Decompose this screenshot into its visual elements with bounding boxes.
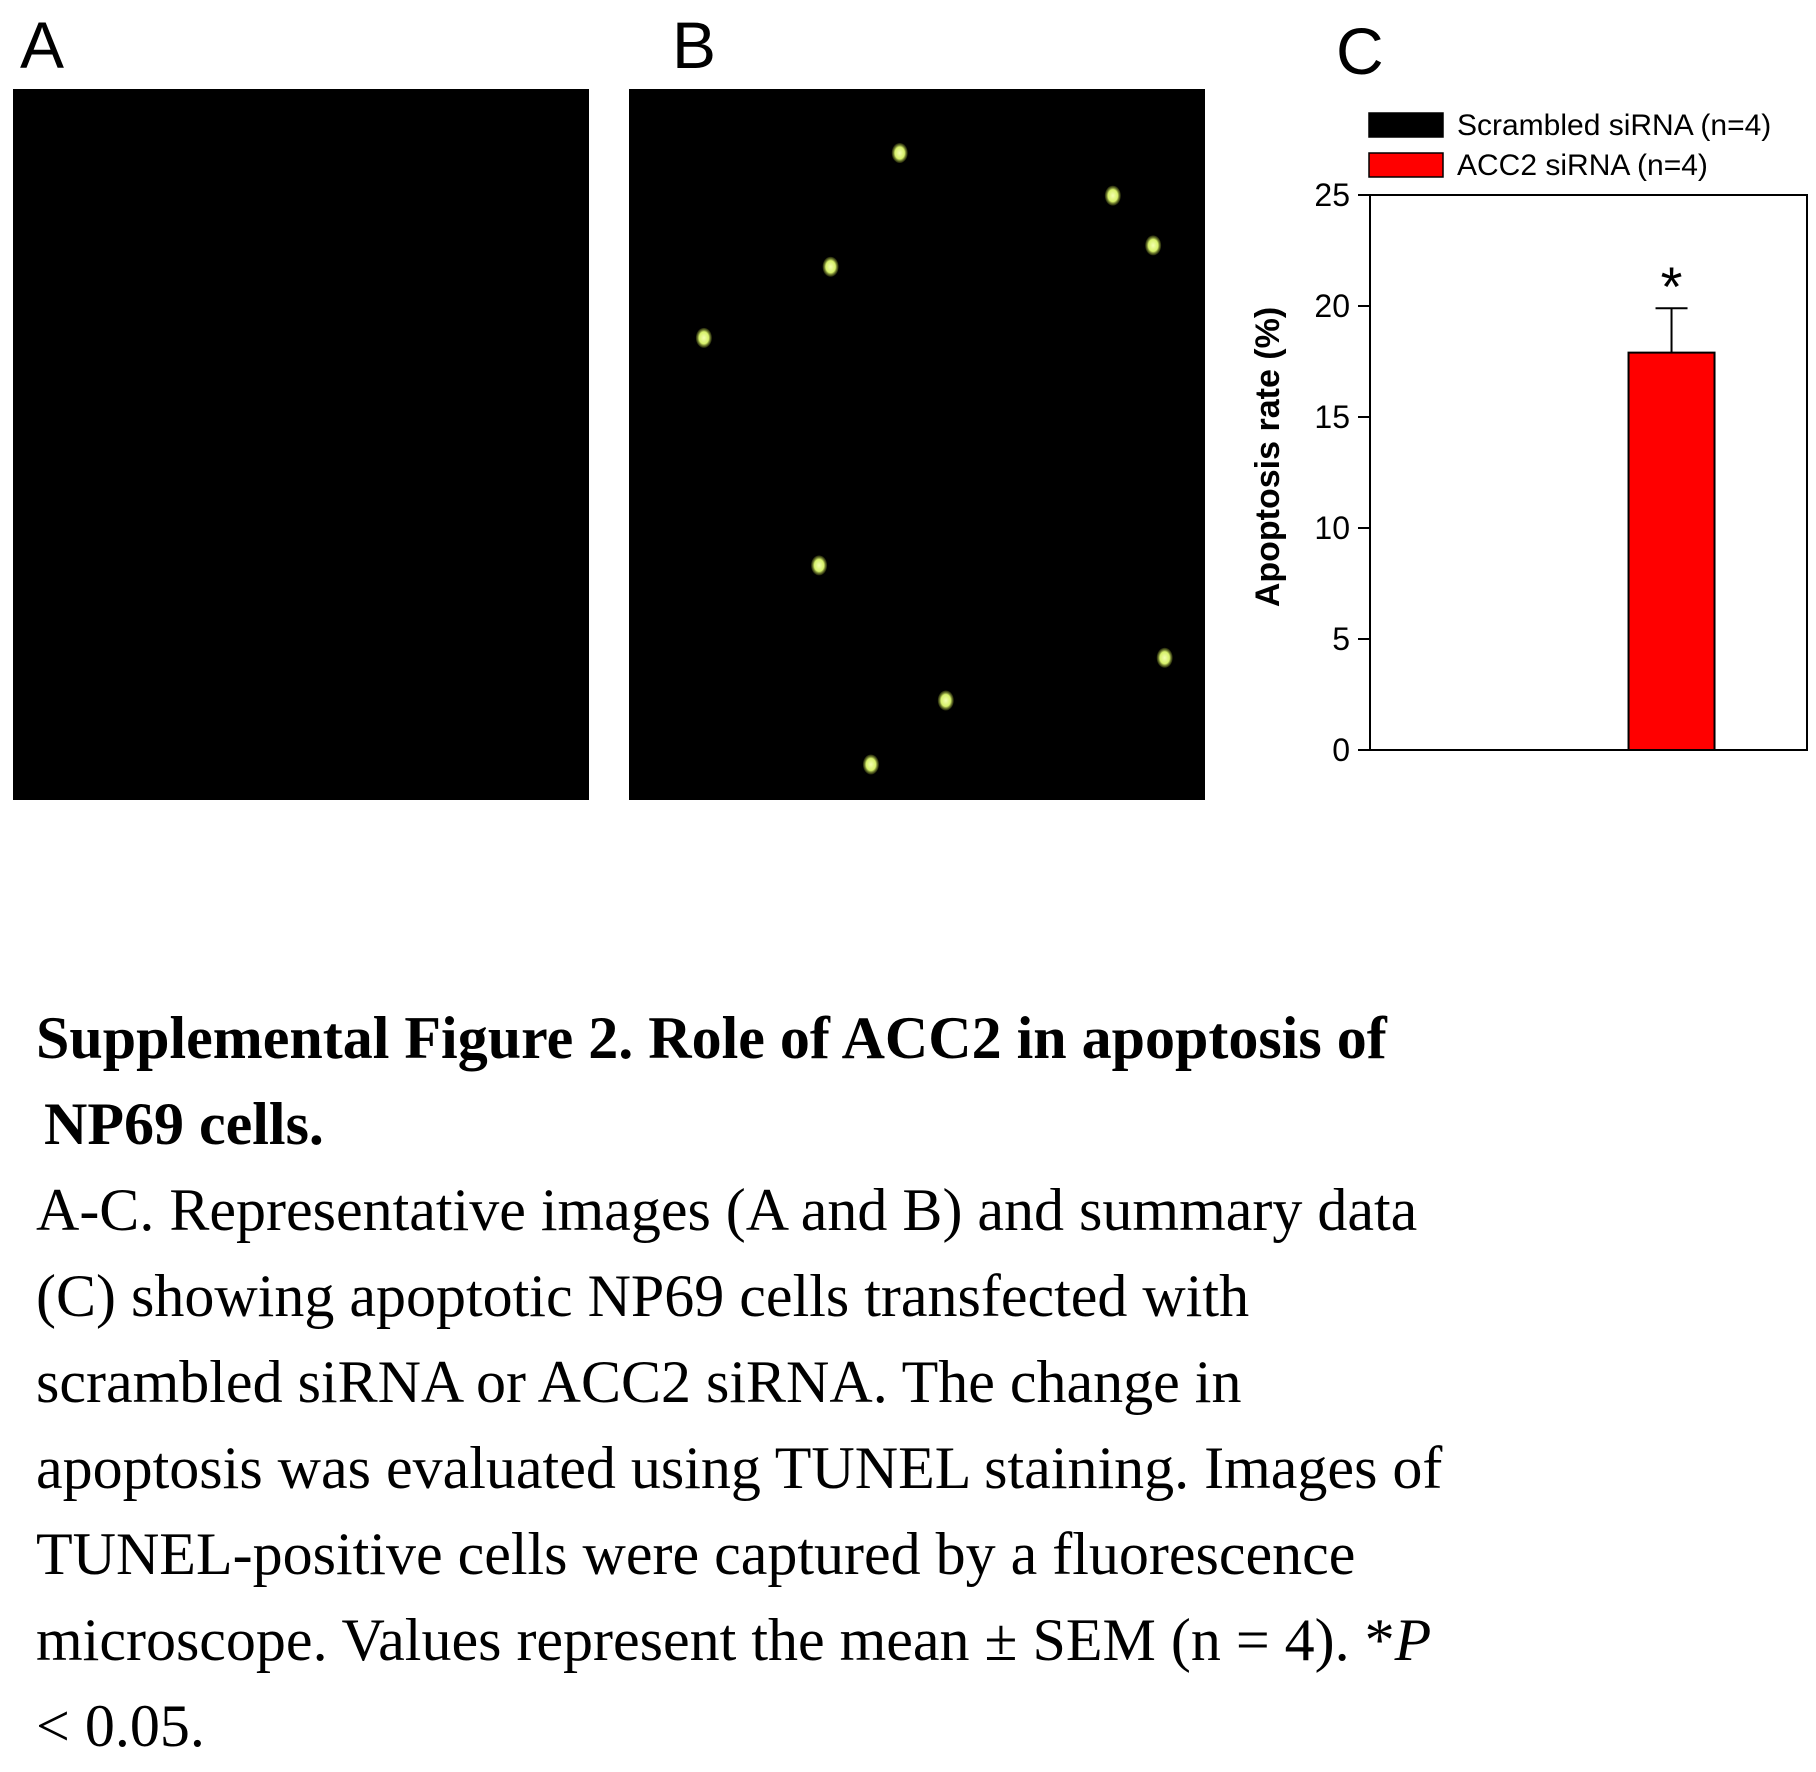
figure-caption: Supplemental Figure 2. Role of ACC2 in a… <box>36 995 1796 1769</box>
tunel-positive-cell <box>695 327 712 348</box>
legend-swatch <box>1368 152 1444 178</box>
panel-label-a: A <box>20 8 65 82</box>
bar <box>1627 351 1716 751</box>
tunel-positive-cell <box>1145 235 1162 256</box>
micrograph-a <box>13 89 589 800</box>
tunel-positive-cell <box>811 555 828 576</box>
micrograph-b-cells <box>695 142 1173 775</box>
y-axis-label: Apoptosis rate (%) <box>1249 307 1287 607</box>
axes: 0 5 10 15 20 25 <box>1314 177 1808 768</box>
legend-swatch <box>1368 112 1444 138</box>
caption-title-line-2: NP69 cells. <box>44 1091 324 1157</box>
caption-body-line: scrambled siRNA or ACC2 siRNA. The chang… <box>36 1349 1242 1415</box>
tunel-positive-cell <box>1104 185 1121 206</box>
y-tick-label: 25 <box>1314 177 1350 213</box>
tunel-positive-cell <box>891 142 908 163</box>
caption-body-line: microscope. Values represent the mean ± … <box>36 1607 1432 1673</box>
tunel-positive-cell <box>822 256 839 277</box>
chart-c: Scrambled siRNA (n=4) ACC2 siRNA (n=4) 0 5… <box>1249 109 1808 768</box>
bars: * <box>1627 255 1716 751</box>
micrograph-b <box>629 89 1205 800</box>
y-tick-label: 0 <box>1332 732 1350 768</box>
legend: Scrambled siRNA (n=4) ACC2 siRNA (n=4) <box>1368 109 1771 182</box>
legend-label: Scrambled siRNA (n=4) <box>1457 109 1771 142</box>
caption-body-line: A-C. Representative images (A and B) and… <box>36 1177 1418 1243</box>
caption-body-line: apoptosis was evaluated using TUNEL stai… <box>36 1435 1443 1501</box>
y-tick-label: 10 <box>1314 510 1350 546</box>
caption-body: A-C. Representative images (A and B) and… <box>36 1167 1796 1769</box>
y-tick-label: 15 <box>1314 399 1350 435</box>
plot-frame <box>1369 194 1808 751</box>
caption-title-line-1: Supplemental Figure 2. Role of ACC2 in a… <box>36 1005 1387 1071</box>
y-tick-label: 5 <box>1332 621 1350 657</box>
caption-body-line: (C) showing apoptotic NP69 cells transfe… <box>36 1263 1250 1329</box>
legend-label: ACC2 siRNA (n=4) <box>1457 149 1708 182</box>
tunel-positive-cell <box>937 690 954 711</box>
tunel-positive-cell <box>862 754 879 775</box>
panel-label-c: C <box>1336 14 1384 88</box>
caption-title: Supplemental Figure 2. Role of ACC2 in a… <box>36 995 1796 1167</box>
caption-body-line: TUNEL-positive cells were captured by a … <box>36 1521 1356 1587</box>
panel-label-b: B <box>672 8 717 82</box>
tunel-positive-cell <box>1156 647 1173 668</box>
y-tick-label: 20 <box>1314 288 1350 324</box>
significance-marker: * <box>1661 255 1683 318</box>
caption-body-line: < 0.05. <box>36 1693 205 1759</box>
